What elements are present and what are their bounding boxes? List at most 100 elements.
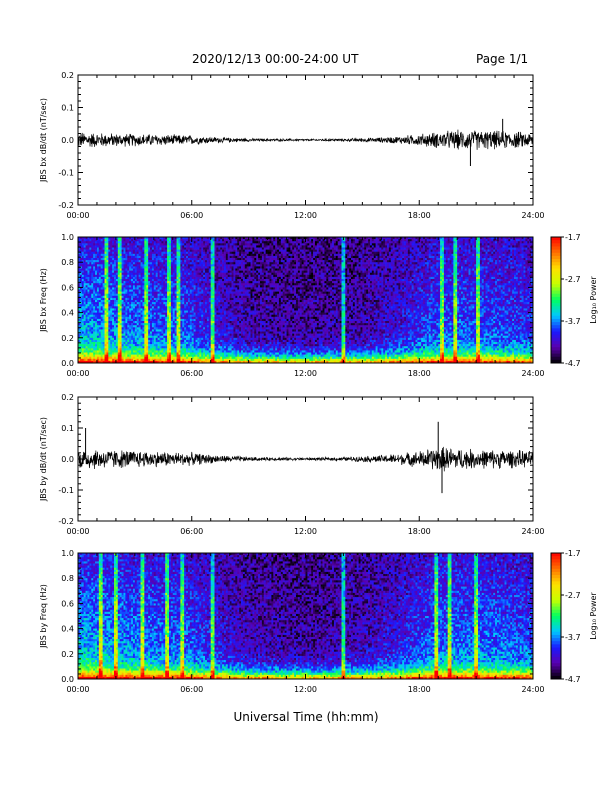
heatmap-cell xyxy=(169,285,171,287)
heatmap-cell xyxy=(222,281,224,283)
heatmap-cell xyxy=(224,296,226,298)
heatmap-cell xyxy=(101,245,103,247)
heatmap-cell xyxy=(220,346,222,348)
heatmap-cell xyxy=(114,342,116,344)
heatmap-cell xyxy=(158,350,160,352)
heatmap-cell xyxy=(105,308,107,310)
heatmap-cell xyxy=(141,273,143,275)
heatmap-cell xyxy=(205,279,207,281)
heatmap-cell xyxy=(192,277,194,279)
heatmap-cell xyxy=(167,287,169,289)
heatmap-cell xyxy=(213,300,215,302)
heatmap-cell xyxy=(86,285,88,287)
heatmap-cell xyxy=(228,313,230,315)
heatmap-cell xyxy=(177,336,179,338)
heatmap-cell xyxy=(209,260,211,262)
heatmap-cell xyxy=(120,271,122,273)
heatmap-cell xyxy=(171,290,173,292)
heatmap-cell xyxy=(177,239,179,241)
heatmap-cell xyxy=(205,304,207,306)
heatmap-cell xyxy=(146,308,148,310)
heatmap-cell xyxy=(135,281,137,283)
heatmap-cell xyxy=(197,279,199,281)
heatmap-cell xyxy=(99,290,101,292)
heatmap-cell xyxy=(137,256,139,258)
heatmap-cell xyxy=(129,271,131,273)
heatmap-cell xyxy=(133,281,135,283)
heatmap-cell xyxy=(161,275,163,277)
heatmap-cell xyxy=(220,241,222,243)
heatmap-cell xyxy=(125,260,127,262)
heatmap-cell xyxy=(178,248,180,250)
heatmap-cell xyxy=(156,281,158,283)
heatmap-cell xyxy=(133,350,135,352)
heatmap-cell xyxy=(146,327,148,329)
heatmap-cell xyxy=(116,342,118,344)
heatmap-cell xyxy=(105,357,107,359)
heatmap-cell xyxy=(177,296,179,298)
heatmap-cell xyxy=(125,344,127,346)
heatmap-cell xyxy=(175,258,177,260)
heatmap-cell xyxy=(171,298,173,300)
heatmap-cell xyxy=(158,308,160,310)
heatmap-cell xyxy=(165,304,167,306)
heatmap-cell xyxy=(122,275,124,277)
heatmap-cell xyxy=(84,250,86,252)
heatmap-cell xyxy=(80,283,82,285)
heatmap-cell xyxy=(220,323,222,325)
heatmap-cell xyxy=(160,294,162,296)
heatmap-cell xyxy=(161,271,163,273)
heatmap-cell xyxy=(178,258,180,260)
heatmap-cell xyxy=(87,287,89,289)
heatmap-cell xyxy=(114,348,116,350)
heatmap-cell xyxy=(213,302,215,304)
heatmap-cell xyxy=(215,329,217,331)
heatmap-cell xyxy=(188,311,190,313)
heatmap-cell xyxy=(205,344,207,346)
heatmap-cell xyxy=(82,283,84,285)
heatmap-cell xyxy=(148,357,150,359)
heatmap-cell xyxy=(99,334,101,336)
heatmap-cell xyxy=(173,250,175,252)
heatmap-cell xyxy=(87,269,89,271)
heatmap-cell xyxy=(213,336,215,338)
heatmap-cell xyxy=(129,258,131,260)
heatmap-cell xyxy=(201,256,203,258)
heatmap-cell xyxy=(232,260,234,262)
heatmap-cell xyxy=(163,254,165,256)
heatmap-cell xyxy=(205,283,207,285)
heatmap-cell xyxy=(180,269,182,271)
heatmap-cell xyxy=(120,290,122,292)
heatmap-cell xyxy=(129,302,131,304)
heatmap-cell xyxy=(163,342,165,344)
heatmap-cell xyxy=(122,248,124,250)
heatmap-cell xyxy=(165,296,167,298)
heatmap-cell xyxy=(197,273,199,275)
heatmap-cell xyxy=(131,332,133,334)
heatmap-cell xyxy=(133,248,135,250)
x-tick-label: 00:00 xyxy=(66,211,89,220)
heatmap-cell xyxy=(124,294,126,296)
heatmap-cell xyxy=(97,245,99,247)
heatmap-cell xyxy=(192,317,194,319)
heatmap-cell xyxy=(125,308,127,310)
heatmap-cell xyxy=(173,344,175,346)
heatmap-cell xyxy=(211,294,213,296)
heatmap-cell xyxy=(167,241,169,243)
heatmap-cell xyxy=(97,348,99,350)
heatmap-cell xyxy=(213,348,215,350)
heatmap-cell xyxy=(228,350,230,352)
heatmap-cell xyxy=(167,260,169,262)
heatmap-cell xyxy=(139,294,141,296)
heatmap-cell xyxy=(118,348,120,350)
heatmap-cell xyxy=(175,277,177,279)
heatmap-cell xyxy=(180,336,182,338)
heatmap-cell xyxy=(232,243,234,245)
heatmap-cell xyxy=(86,359,88,361)
heatmap-cell xyxy=(180,245,182,247)
heatmap-cell xyxy=(139,298,141,300)
heatmap-cell xyxy=(160,258,162,260)
heatmap-cell xyxy=(129,285,131,287)
heatmap-cell xyxy=(139,332,141,334)
heatmap-cell xyxy=(158,346,160,348)
